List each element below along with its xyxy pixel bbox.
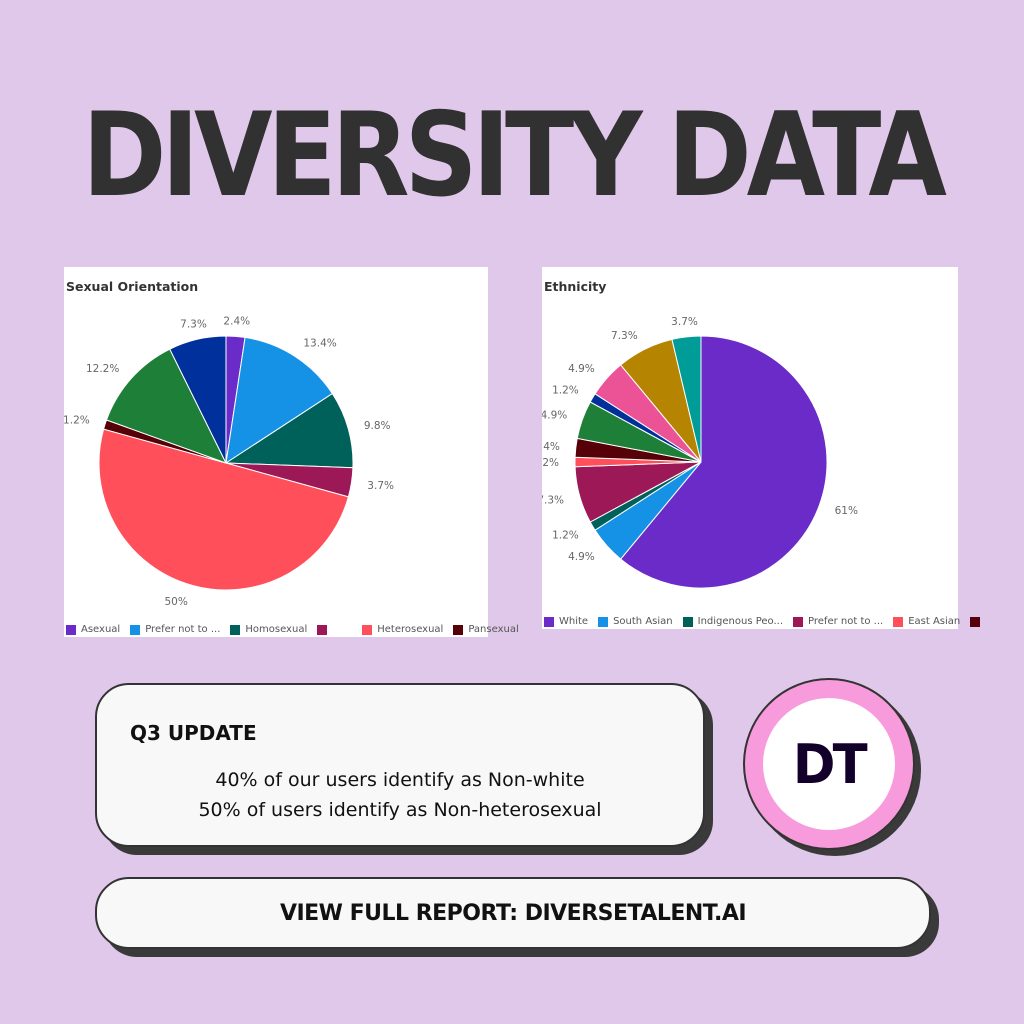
legend-label: South Asian (613, 616, 673, 627)
pie-chart: 61% 4.9% 1.2% 7.3% 1.2% 2.4% 4.9% 1.2% 4.9% 7.3% 3… (542, 316, 858, 589)
pie-slice (671, 335, 702, 463)
slice-value-label: 1.2% (542, 457, 559, 469)
slice-value-label: 1.2% (552, 385, 579, 397)
pie-slice (224, 392, 354, 469)
legend-item: Asexual (66, 624, 120, 635)
legend-swatch (317, 624, 328, 635)
sexual-orientation-chart: Sexual Orientation 2.4% 13.4% 9.8% 3.7% 50% 1… (64, 267, 519, 637)
legend-swatch (362, 624, 373, 635)
legend-label: Indigenous Peo... (697, 616, 784, 627)
legend-item: Pansexual (453, 624, 519, 635)
slice-value-label: 61% (835, 505, 858, 517)
update-stat-non-heterosexual: 50% of users identify as Non-heterosexua… (198, 799, 602, 821)
slice-value-label: 7.3% (542, 494, 564, 506)
logo-inner-circle: DT (763, 698, 895, 830)
slice-value-label: 7.3% (180, 319, 207, 331)
slice-value-label: 3.7% (367, 480, 394, 492)
ethnicity-chart: Ethnicity 61% 4.9% 1.2% 7.3% 1.2% 2.4% 4.9% 1.2… (542, 267, 981, 629)
legend-label: White (559, 616, 589, 627)
chart-title: Ethnicity (544, 279, 607, 294)
legend-item: South Asian (598, 616, 673, 627)
legend-label: Prefer not to ... (145, 624, 221, 635)
legend-label: Heterosexual (377, 624, 444, 635)
slice-value-label: 1.2% (64, 415, 90, 427)
legend-swatch (230, 624, 241, 635)
legend-label: Homosexual (245, 624, 308, 635)
legend-swatch (682, 616, 693, 627)
legend-label: East Asian (908, 616, 961, 627)
slice-value-label: 2.4% (542, 441, 560, 453)
legend-label: Asexual (81, 624, 121, 635)
pie-slice (619, 335, 828, 589)
pie-chart: 2.4% 13.4% 9.8% 3.7% 50% 1.2% 12.2% 7.3% (64, 315, 394, 608)
slice-value-label: 13.4% (303, 338, 336, 350)
slice-value-label: 12.2% (86, 363, 119, 375)
pie-slice (169, 335, 227, 464)
legend-item: Homosexual (230, 624, 307, 635)
legend-swatch (970, 616, 981, 627)
legend-swatch (544, 616, 554, 627)
legend-item: Indigenous Peo... (682, 616, 784, 627)
legend-item (970, 616, 1005, 627)
pie-slice (225, 336, 334, 465)
logo-text: DT (793, 732, 868, 796)
update-stat-non-white: 40% of our users identify as Non-white (215, 769, 585, 791)
page-title: DIVERSITY DATA (82, 87, 947, 223)
legend-label: Pansexual (468, 624, 519, 635)
q3-update-card: Q3 UPDATE 40% of our users identify as N… (95, 683, 705, 847)
slice-value-label: 4.9% (568, 551, 595, 563)
chart-legend: White South Asian Indigenous Peo... Prefer … (544, 616, 1005, 627)
legend-label: Prefer not to ... (808, 616, 884, 627)
legend-swatch (453, 624, 464, 635)
slice-value-label: 4.9% (568, 363, 595, 375)
slice-value-label: 1.2% (552, 529, 579, 541)
report-link-label: VIEW FULL REPORT: DIVERSETALENT.AI (279, 900, 747, 926)
legend-swatch (130, 624, 141, 635)
legend-swatch (793, 616, 804, 627)
legend-swatch (893, 616, 904, 627)
legend-swatch (66, 624, 76, 635)
legend-item: Heterosexual (362, 624, 443, 635)
pie-slice (105, 348, 227, 464)
update-title: Q3 UPDATE (130, 721, 257, 745)
chart-title: Sexual Orientation (66, 279, 199, 294)
legend-item: Prefer not to ... (130, 624, 220, 635)
dt-logo: DT (743, 678, 915, 850)
slice-value-label: 3.7% (671, 316, 698, 328)
slice-value-label: 4.9% (542, 409, 567, 421)
legend-item: White (544, 616, 588, 627)
pie-slice (98, 428, 350, 591)
slice-value-label: 9.8% (364, 420, 391, 432)
view-full-report-button[interactable]: VIEW FULL REPORT: DIVERSETALENT.AI (95, 877, 931, 949)
slice-value-label: 2.4% (223, 315, 250, 327)
slice-value-label: 7.3% (611, 330, 638, 342)
legend-item: East Asian (893, 616, 960, 627)
slice-value-label: 50% (164, 596, 187, 608)
legend-item: Prefer not to ... (793, 616, 883, 627)
legend-item (317, 624, 352, 635)
chart-legend: Asexual Prefer not to ... Homosexual Hetero… (66, 624, 519, 635)
legend-swatch (598, 616, 609, 627)
